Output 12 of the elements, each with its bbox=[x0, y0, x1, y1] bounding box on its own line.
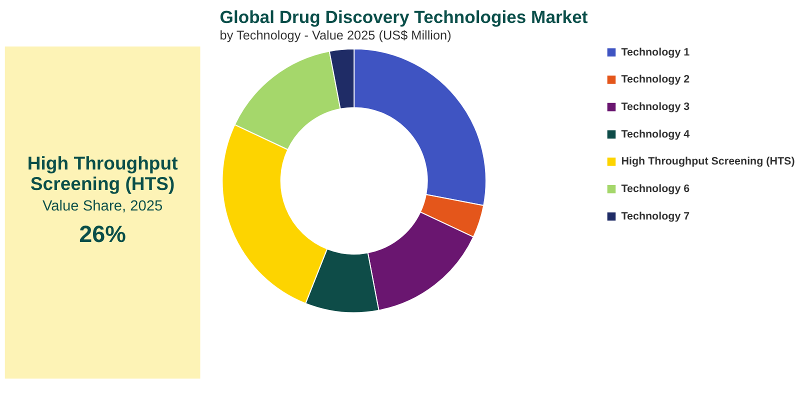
chart-subtitle: by Technology - Value 2025 (US$ Million) bbox=[220, 28, 452, 43]
chart-title: Global Drug Discovery Technologies Market bbox=[220, 7, 588, 28]
text: Value Share, 2025 bbox=[42, 198, 163, 215]
legend-label: Technology 6 bbox=[621, 183, 690, 196]
legend-label: Technology 3 bbox=[621, 100, 690, 113]
text: High Throughput Screening (HTS) bbox=[27, 152, 178, 194]
legend-label: Technology 2 bbox=[621, 74, 690, 86]
legend-label: Technology 1 bbox=[621, 46, 690, 58]
legend-label: Technology 7 bbox=[621, 210, 690, 222]
text: 26% bbox=[79, 220, 126, 247]
legend-label: Technology 4 bbox=[621, 128, 690, 140]
legend-label: High Throughput Screening (HTS) bbox=[621, 156, 796, 168]
